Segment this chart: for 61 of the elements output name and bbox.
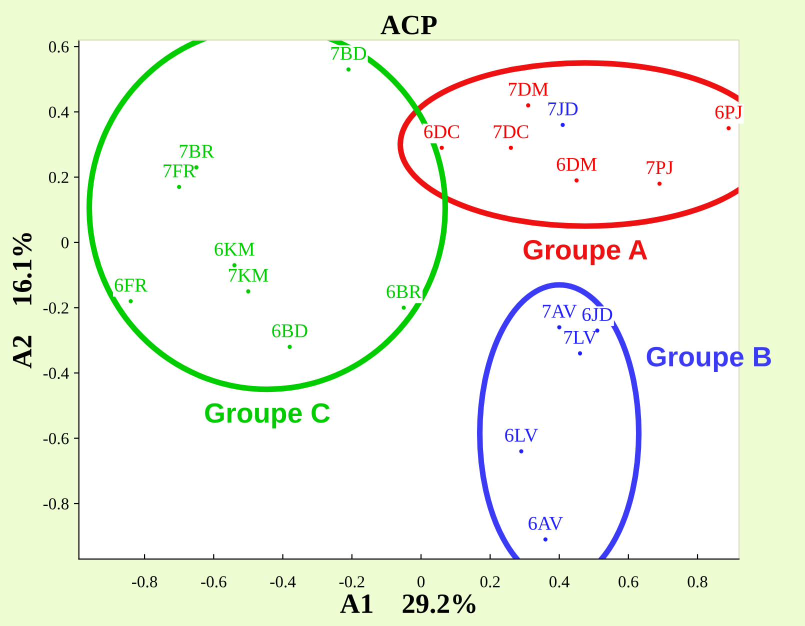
point: [128, 299, 133, 304]
point: [557, 325, 562, 330]
annotation: 7LV: [564, 330, 597, 344]
point: [595, 328, 600, 333]
y-tick-label: -0.8: [43, 498, 69, 510]
x-tick-label: -0.2: [339, 576, 364, 588]
annotation: 6DM: [556, 158, 597, 171]
annotation: 6BR: [386, 285, 422, 298]
y-tick-label: 0.6: [48, 41, 69, 53]
annotation: 7BR: [180, 144, 214, 158]
text: Groupe C: [205, 403, 330, 428]
x-tick-label: 0.4: [549, 576, 570, 588]
y-tick-label: -0.4: [43, 368, 69, 379]
x-tick-label: -0.8: [132, 576, 158, 588]
annotation: 6AV: [528, 516, 563, 530]
annotation: 7PJ: [646, 161, 674, 174]
annotation: 7FR: [164, 164, 196, 178]
point: [508, 146, 513, 150]
x-tick-label: 0.2: [480, 576, 500, 588]
annotation: 7KM: [228, 268, 268, 282]
x-axis-title: A1 29.2%: [340, 594, 476, 614]
y-tick-label: 0.4: [48, 106, 69, 118]
point: [726, 126, 731, 130]
point: [657, 182, 662, 186]
annotation: 7DC: [494, 125, 528, 138]
point: [177, 184, 182, 190]
point: [519, 449, 524, 454]
point: [288, 344, 292, 349]
y-tick-label: -0.2: [43, 302, 68, 314]
point: [402, 306, 406, 310]
point: [543, 537, 548, 542]
point: [574, 178, 579, 182]
point: [346, 67, 351, 72]
y-tick-label: 0.2: [48, 172, 68, 184]
point: [246, 289, 250, 294]
point: [232, 263, 236, 268]
annotation: 6KM: [214, 242, 254, 256]
point: [526, 103, 530, 108]
point: [440, 146, 444, 150]
x-tick-label: 0.6: [618, 576, 638, 588]
y-tick-label: 0: [61, 237, 69, 248]
annotation: 6LV: [505, 428, 538, 442]
annotation: 7BD: [331, 47, 366, 60]
x-tick-label: 0: [418, 576, 425, 588]
annotation: 6PJ: [715, 106, 742, 119]
annotation: 7AV: [542, 304, 577, 318]
y-tick-label: -0.6: [43, 432, 69, 444]
chart-title: ACP: [380, 16, 437, 34]
annotation: 6BD: [272, 324, 308, 338]
annotation: 6JD: [582, 308, 612, 322]
point: [578, 351, 582, 356]
annotation: 7JD: [548, 102, 578, 116]
annotation: 7DM: [508, 82, 548, 96]
text: Groupe A: [524, 240, 648, 266]
y-axis-title: A2 16.1%: [12, 233, 32, 368]
annotation: 6FR: [114, 278, 148, 292]
x-tick-label: -0.6: [201, 576, 226, 588]
x-tick-label: -0.4: [270, 576, 296, 588]
annotation: 6DC: [424, 125, 460, 138]
series-label: Groupe B: [646, 346, 771, 372]
x-tick-label: 0.8: [688, 576, 708, 588]
